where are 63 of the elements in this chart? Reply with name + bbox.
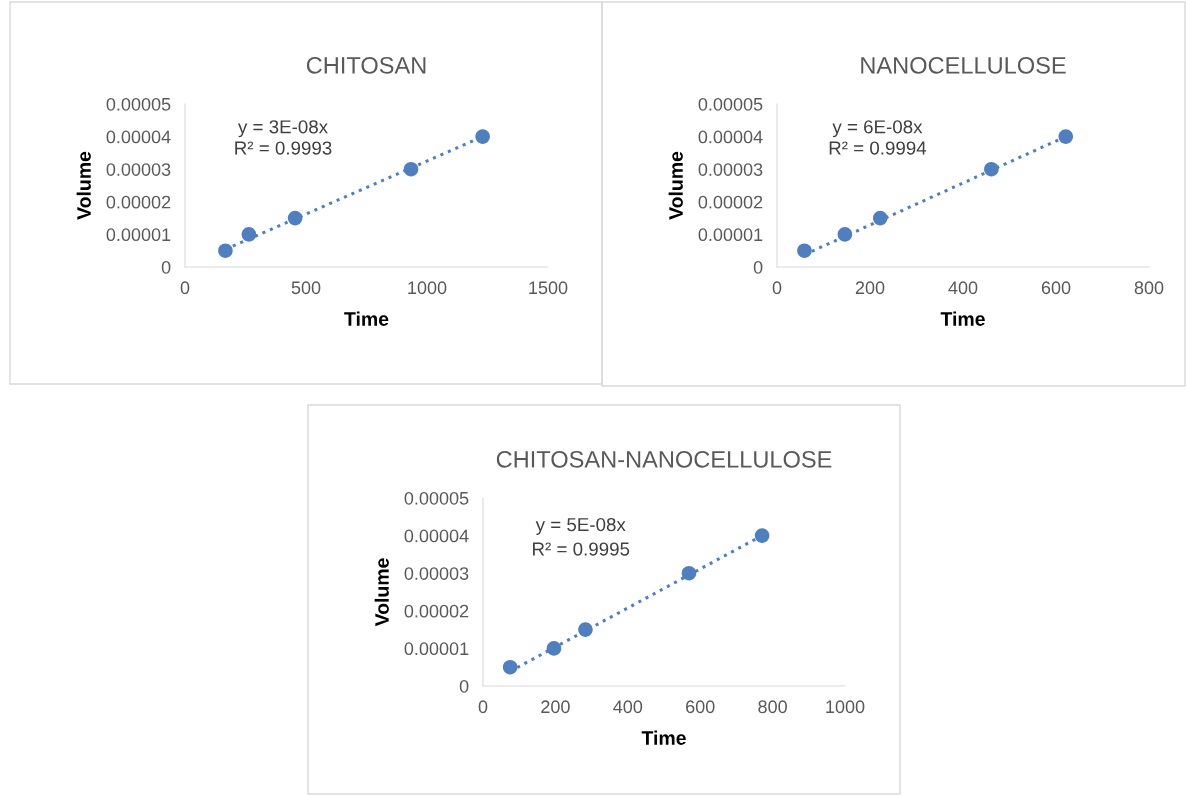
y-tick-label: 0.00005 (404, 491, 469, 505)
point (578, 622, 593, 637)
x-tick-label: 200 (855, 281, 885, 295)
y-tick-label: 0 (161, 260, 171, 274)
point (403, 161, 419, 177)
annotation: y = 3E-08x (237, 120, 328, 138)
x-tick-label: 200 (541, 700, 570, 714)
x-axis-title: Time (641, 730, 686, 745)
y-axis-title: Volume (668, 151, 683, 220)
x-axis-title: Time (940, 311, 985, 326)
y-axis-title: Volume (76, 151, 91, 220)
y-tick-label: 0 (459, 679, 469, 693)
annotation: y = 5E-08x (535, 517, 626, 535)
x-axis-title: Time (344, 311, 389, 326)
y-tick-label: 0.00001 (106, 228, 171, 242)
y-tick-label: 0.00001 (698, 228, 763, 242)
y-tick-label: 0.00002 (106, 195, 171, 209)
x-tick-label: 400 (948, 281, 978, 295)
chart-title: CHITOSAN (306, 56, 426, 74)
x-tick-label: 400 (613, 700, 643, 714)
y-tick-label: 0.00004 (404, 529, 469, 543)
y-tick-label: 0.00004 (106, 130, 171, 144)
y-tick-label: 0 (753, 260, 763, 274)
y-tick-label: 0.00002 (404, 604, 469, 618)
point (502, 659, 518, 675)
y-tick-label: 0.00004 (698, 130, 763, 144)
x-tick-label: 1000 (826, 700, 865, 714)
y-tick-label: 0.00003 (106, 163, 171, 176)
annotation: R² = 0.9995 (533, 542, 630, 556)
x-tick-label: 600 (1041, 281, 1071, 295)
point (287, 210, 303, 226)
point (218, 243, 233, 258)
x-tick-label: 500 (291, 281, 321, 295)
y-tick-label: 0.00003 (698, 163, 763, 176)
annotation: R² = 0.9994 (829, 141, 927, 155)
x-tick-label: 1000 (408, 281, 447, 295)
point (546, 641, 562, 656)
y-axis-title: Volume (374, 558, 389, 627)
x-tick-label: 0 (478, 700, 488, 714)
x-tick-label: 0 (772, 281, 782, 295)
y-tick-label: 0.00001 (404, 642, 469, 656)
y-tick-label: 0.00003 (404, 567, 469, 580)
x-tick-label: 1500 (529, 281, 568, 295)
chart-title: NANOCELLULOSE (861, 56, 1066, 74)
x-tick-label: 0 (180, 281, 190, 295)
y-tick-label: 0.00002 (698, 195, 763, 209)
y-tick-label: 0.00005 (698, 97, 763, 111)
annotation: R² = 0.9993 (235, 141, 332, 155)
point (872, 210, 888, 226)
point (754, 528, 770, 543)
point (475, 129, 490, 144)
point (681, 565, 697, 581)
point (241, 227, 257, 242)
point (1058, 129, 1074, 144)
chart-title: CHITOSAN-NANOCELLULOSE (496, 450, 832, 468)
y-tick-label: 0.00005 (106, 97, 171, 111)
point (797, 243, 812, 258)
annotation: y = 6E-08x (832, 120, 923, 138)
x-tick-label: 800 (1134, 281, 1164, 295)
x-tick-label: 800 (758, 700, 787, 714)
x-tick-label: 600 (686, 700, 715, 714)
point (837, 227, 853, 242)
point (984, 161, 999, 177)
